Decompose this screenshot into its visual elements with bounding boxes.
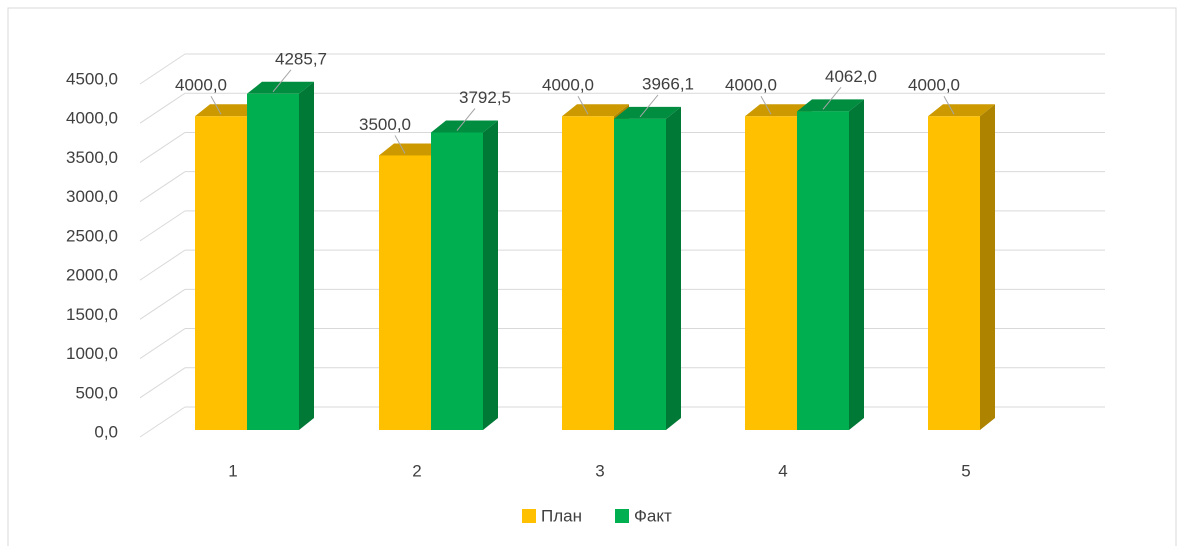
- leader-line: [943, 95, 955, 115]
- bar-top: [195, 104, 262, 117]
- bar: [195, 116, 247, 430]
- bar: [745, 116, 797, 430]
- bar-side: [980, 104, 995, 430]
- bar-side: [849, 99, 864, 430]
- data-label: 4000,0: [175, 76, 227, 95]
- leader-line: [456, 108, 476, 131]
- y-tick-label: 0,0: [94, 422, 118, 441]
- leader-line: [272, 69, 292, 93]
- bar: [562, 116, 614, 430]
- bar-side: [483, 120, 498, 430]
- data-label: 4062,0: [825, 67, 877, 86]
- y-tick-label: 4500,0: [66, 69, 118, 88]
- y-tick-label: 1500,0: [66, 305, 118, 324]
- grid-line: [139, 92, 186, 124]
- legend-swatch: [615, 509, 629, 523]
- y-tick-label: 2500,0: [66, 226, 118, 245]
- y-tick-label: 3500,0: [66, 148, 118, 167]
- bar-top: [614, 106, 681, 119]
- bar: [247, 93, 299, 431]
- leader-line: [394, 135, 406, 154]
- grid-line: [139, 288, 186, 320]
- data-label: 3500,0: [359, 115, 411, 134]
- bar-top: [797, 99, 864, 112]
- data-label: 4285,7: [275, 49, 327, 68]
- x-tick-label: 1: [228, 461, 237, 480]
- grid-line: [139, 367, 186, 399]
- x-tick-label: 5: [961, 461, 970, 480]
- grid-line: [139, 210, 186, 242]
- bar-top: [928, 104, 995, 117]
- bar-top: [562, 104, 629, 117]
- grid-line: [139, 53, 186, 85]
- x-tick-label: 4: [778, 461, 787, 480]
- leader-line: [210, 95, 222, 115]
- y-tick-label: 500,0: [75, 383, 118, 402]
- grid-line: [139, 406, 186, 438]
- data-label: 4000,0: [542, 76, 594, 95]
- legend-label: План: [541, 506, 582, 525]
- bar-top: [431, 120, 498, 133]
- data-label: 3966,1: [642, 74, 694, 93]
- y-tick-label: 4000,0: [66, 109, 118, 128]
- y-tick-label: 1000,0: [66, 344, 118, 363]
- bar: [379, 155, 431, 430]
- bar: [928, 116, 980, 430]
- x-tick-label: 2: [412, 461, 421, 480]
- bar-top: [247, 81, 314, 94]
- y-tick-label: 2000,0: [66, 266, 118, 285]
- leader-line: [760, 95, 772, 115]
- bar-side: [666, 106, 681, 431]
- leader-line: [822, 87, 842, 110]
- legend-label: Факт: [634, 506, 672, 525]
- data-label: 4000,0: [908, 76, 960, 95]
- bar: [797, 111, 849, 430]
- y-tick-label: 3000,0: [66, 187, 118, 206]
- x-tick-label: 3: [595, 461, 604, 480]
- bar-top: [379, 143, 446, 156]
- legend-swatch: [522, 509, 536, 523]
- leader-line: [639, 94, 659, 118]
- bar-top: [745, 104, 812, 117]
- bar: [431, 132, 483, 430]
- leader-line: [577, 95, 589, 115]
- data-label: 4000,0: [725, 76, 777, 95]
- grid-line: [139, 171, 186, 203]
- grid-line: [139, 328, 186, 359]
- grid-line: [139, 132, 186, 163]
- bar-side: [299, 81, 314, 431]
- data-label: 3792,5: [459, 88, 511, 107]
- bar: [614, 118, 666, 431]
- grid-line: [139, 249, 186, 281]
